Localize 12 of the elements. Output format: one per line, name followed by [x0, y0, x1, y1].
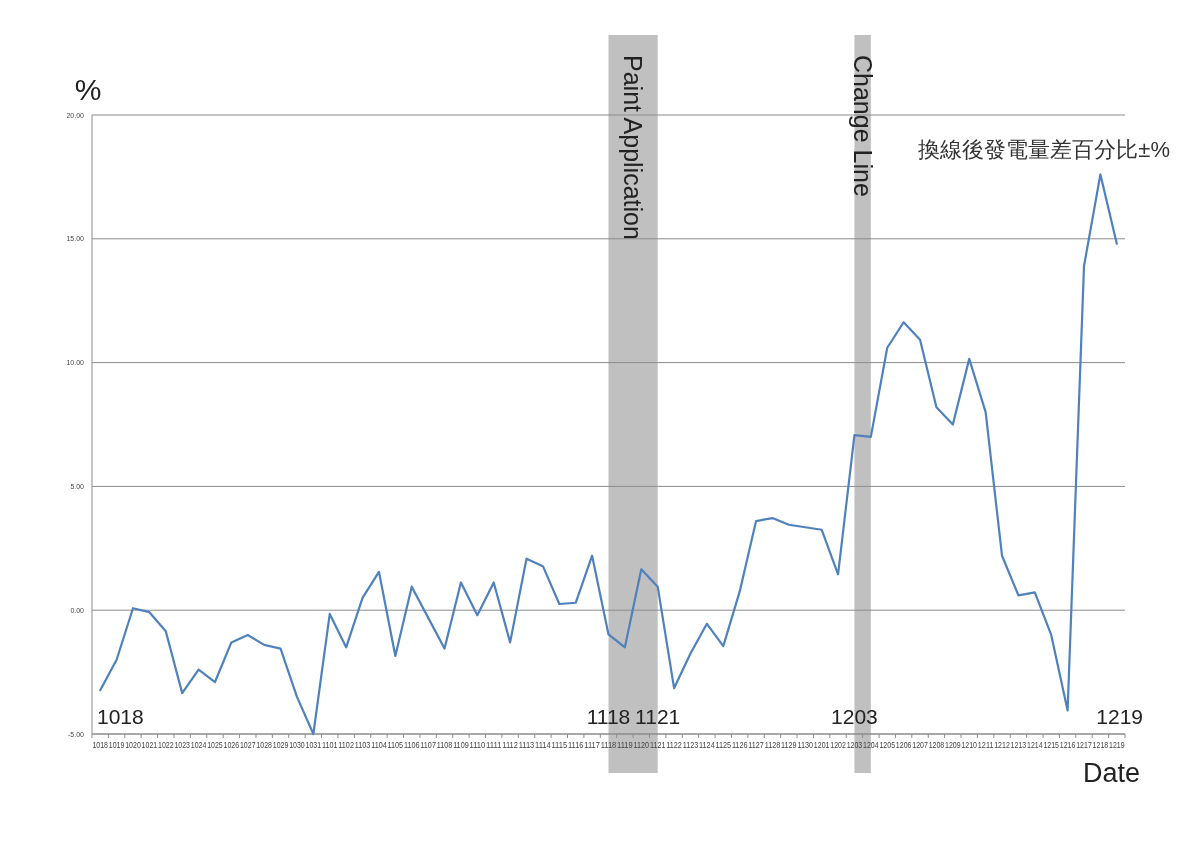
annotation: 1018 [97, 705, 144, 728]
text: 換線後發電量差百分比±% [918, 137, 1170, 162]
annotation: 1118 [586, 705, 631, 728]
annotation: 1219 [1096, 705, 1143, 728]
x-tick-label: 1219 [1109, 740, 1130, 750]
band-label: Paint Application [619, 55, 648, 240]
annotation: 1203 [831, 705, 878, 728]
annotation: 1121 [635, 705, 681, 728]
x-axis-title: Date [1082, 758, 1140, 788]
y-axis-title: % [74, 73, 102, 106]
x-tick-label: 1111 [485, 740, 504, 750]
band-label: Change Line [848, 55, 877, 197]
